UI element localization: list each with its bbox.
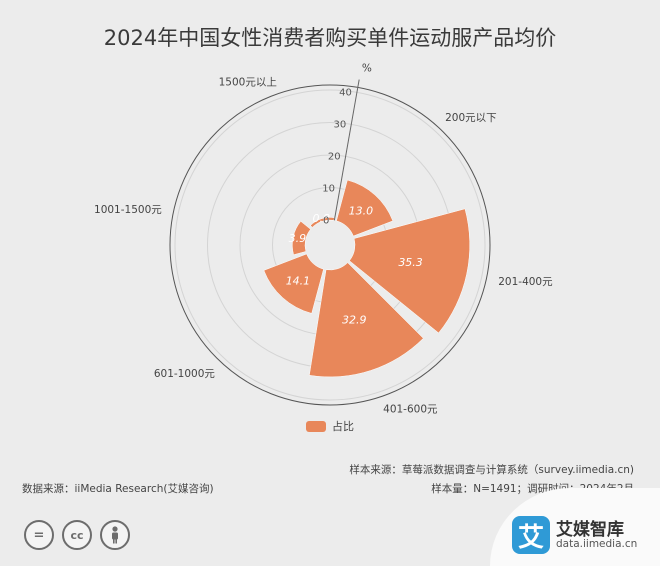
data-label: 32.9 xyxy=(342,314,367,327)
category-label: 601-1000元 xyxy=(154,368,216,380)
data-label: 3.9 xyxy=(289,232,307,245)
data-label: 14.1 xyxy=(286,275,311,288)
data-label: 35.3 xyxy=(398,256,423,269)
radial-tick-label: 40 xyxy=(339,87,352,98)
brand-url[interactable]: data.iimedia.cn xyxy=(556,538,638,550)
category-label: 1001-1500元 xyxy=(94,204,162,216)
radial-tick-label: 10 xyxy=(322,183,335,194)
polar-grid-circle xyxy=(174,89,486,401)
cc-icon: cc xyxy=(62,520,92,550)
sample-source: 样本来源：草莓派数据调查与计算系统（survey.iimedia.cn) xyxy=(349,464,634,476)
wedge-0 xyxy=(336,179,394,237)
radial-unit-label: % xyxy=(362,63,372,75)
wedge-2 xyxy=(309,262,424,378)
radial-tick-label: 20 xyxy=(328,151,341,162)
wedge-1 xyxy=(349,208,470,334)
data-source: 数据来源：iiMedia Research(艾媒咨询) xyxy=(22,483,214,495)
polar-center-hole xyxy=(307,222,353,268)
legend[interactable]: 占比 xyxy=(0,418,660,434)
data-label: 0.8 xyxy=(313,212,331,225)
person-icon xyxy=(100,520,130,550)
polar-outer-circle xyxy=(169,84,491,406)
radial-axis xyxy=(333,79,360,221)
wedge-3 xyxy=(263,253,324,314)
category-label: 200元以下 xyxy=(445,112,497,124)
radial-tick-label: 0 xyxy=(323,215,329,226)
chart-title: 2024年中国女性消费者购买单件运动服产品均价 xyxy=(103,26,557,50)
category-label: 1500元以上 xyxy=(219,76,277,88)
brand-logo-icon: 艾 xyxy=(512,516,550,554)
license-icons: = cc xyxy=(24,520,130,550)
brand-name: 艾媒智库 xyxy=(556,520,624,540)
category-label: 401-600元 xyxy=(383,404,438,416)
radial-tick-label: 30 xyxy=(334,119,347,130)
legend-swatch xyxy=(306,420,326,432)
legend-label: 占比 xyxy=(332,420,354,433)
equals-icon: = xyxy=(24,520,54,550)
category-label: 201-400元 xyxy=(498,276,553,288)
data-label: 13.0 xyxy=(349,205,374,218)
wedge-4 xyxy=(292,220,311,256)
